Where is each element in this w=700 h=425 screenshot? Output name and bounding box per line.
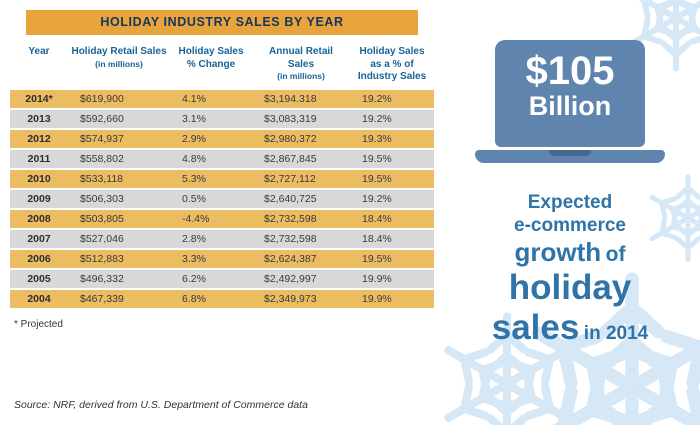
annual-retail-cell: $2,624,387: [252, 249, 350, 268]
callout-line-sales-in-2014: sales in 2014: [440, 307, 700, 347]
pct-change-cell: 6.8%: [170, 289, 252, 308]
column-header-holiday-retail-sales: Holiday Retail Sales (in millions): [71, 46, 167, 69]
pct-industry-cell: 19.5%: [350, 149, 434, 168]
table-header: Year Holiday Retail Sales (in millions) …: [10, 44, 434, 88]
year-cell: 2009: [10, 189, 68, 208]
pct-industry-cell: 19.9%: [350, 289, 434, 308]
pct-industry-cell: 19.5%: [350, 249, 434, 268]
annual-retail-cell: $2,349,973: [252, 289, 350, 308]
callout-word-growth: growth: [514, 237, 602, 268]
year-cell: 2004: [10, 289, 68, 308]
pct-change-cell: 4.8%: [170, 149, 252, 168]
annual-retail-cell: $3,083,319: [252, 109, 350, 128]
pct-industry-cell: 19.2%: [350, 109, 434, 128]
callout-word-in-2014: in 2014: [583, 322, 649, 344]
table-row: 2005 $496,332 6.2% $2,492,997 19.9%: [10, 269, 434, 288]
source-line: Source: NRF, derived from U.S. Departmen…: [14, 399, 308, 411]
holiday-retail-cell: $506,303: [68, 189, 170, 208]
year-cell: 2013: [10, 109, 68, 128]
annual-retail-cell: $2,492,997: [252, 269, 350, 288]
pct-change-cell: 3.1%: [170, 109, 252, 128]
callout-line-ecommerce: e-commerce: [514, 214, 626, 236]
table-row: 2004 $467,339 6.8% $2,349,973 19.9%: [10, 289, 434, 308]
annual-retail-cell: $2,640,725: [252, 189, 350, 208]
column-header-holiday-sales-pct-change: Holiday Sales % Change: [178, 46, 244, 70]
pct-industry-cell: 19.5%: [350, 169, 434, 188]
laptop-base: [475, 150, 665, 163]
annual-retail-cell: $2,727,112: [252, 169, 350, 188]
table-row: 2006 $512,883 3.3% $2,624,387 19.5%: [10, 249, 434, 268]
holiday-retail-cell: $592,660: [68, 109, 170, 128]
pct-change-cell: 3.3%: [170, 249, 252, 268]
callout-line-expected: Expected: [527, 192, 613, 213]
ecommerce-callout-panel: $105 Billion Expected e-commerce growth …: [440, 0, 700, 425]
annual-retail-cell: $2,867,845: [252, 149, 350, 168]
year-cell: 2008: [10, 209, 68, 228]
pct-industry-cell: 19.2%: [350, 89, 434, 108]
table-row: 2010 $533,118 5.3% $2,727,112 19.5%: [10, 169, 434, 188]
table-row: 2009 $506,303 0.5% $2,640,725 19.2%: [10, 189, 434, 208]
pct-industry-cell: 19.9%: [350, 269, 434, 288]
callout-word-sales: sales: [491, 307, 580, 347]
footnote-projected: * Projected: [14, 318, 63, 330]
year-cell: 2011: [10, 149, 68, 168]
annual-retail-cell: $2,732,598: [252, 229, 350, 248]
callout-word-of: of: [605, 243, 626, 267]
holiday-retail-cell: $533,118: [68, 169, 170, 188]
table-row: 2008 $503,805 -4.4% $2,732,598 18.4%: [10, 209, 434, 228]
year-cell: 2006: [10, 249, 68, 268]
holiday-retail-cell: $512,883: [68, 249, 170, 268]
pct-change-cell: 5.3%: [170, 169, 252, 188]
annual-retail-cell: $2,732,598: [252, 209, 350, 228]
year-cell: 2007: [10, 229, 68, 248]
callout-amount: $105: [525, 49, 615, 93]
pct-change-cell: 6.2%: [170, 269, 252, 288]
sales-table: Year Holiday Retail Sales (in millions) …: [10, 42, 434, 310]
holiday-retail-cell: $503,805: [68, 209, 170, 228]
holiday-retail-cell: $619,900: [68, 89, 170, 108]
sales-table-section: HOLIDAY INDUSTRY SALES BY YEAR Year Holi…: [10, 10, 434, 330]
pct-industry-cell: 18.4%: [350, 209, 434, 228]
pct-change-cell: 2.8%: [170, 229, 252, 248]
laptop-screen: $105 Billion: [495, 40, 645, 147]
year-cell: 2005: [10, 269, 68, 288]
holiday-retail-cell: $558,802: [68, 149, 170, 168]
table-row: 2012 $574,937 2.9% $2,980,372 19.3%: [10, 129, 434, 148]
callout-line-holiday: holiday: [508, 267, 632, 307]
year-cell: 2014*: [10, 89, 68, 108]
pct-change-cell: 4.1%: [170, 89, 252, 108]
column-header-annual-retail-sales: Annual Retail Sales (in millions): [269, 46, 333, 81]
holiday-retail-cell: $574,937: [68, 129, 170, 148]
pct-change-cell: 2.9%: [170, 129, 252, 148]
table-title: HOLIDAY INDUSTRY SALES BY YEAR: [26, 10, 418, 35]
table-row: 2011 $558,802 4.8% $2,867,845 19.5%: [10, 149, 434, 168]
table-row: 2014* $619,900 4.1% $3,194.318 19.2%: [10, 89, 434, 108]
pct-industry-cell: 19.3%: [350, 129, 434, 148]
annual-retail-cell: $2,980,372: [252, 129, 350, 148]
pct-change-cell: 0.5%: [170, 189, 252, 208]
column-header-year: Year: [28, 46, 50, 57]
holiday-retail-cell: $496,332: [68, 269, 170, 288]
pct-change-cell: -4.4%: [170, 209, 252, 228]
annual-retail-cell: $3,194.318: [252, 89, 350, 108]
laptop-icon: $105 Billion: [475, 40, 665, 163]
pct-industry-cell: 19.2%: [350, 189, 434, 208]
column-header-holiday-pct-of-industry: Holiday Sales as a % of Industry Sales: [357, 46, 427, 82]
year-cell: 2010: [10, 169, 68, 188]
pct-industry-cell: 18.4%: [350, 229, 434, 248]
callout-line-growth-of: growth of: [440, 238, 700, 267]
table-row: 2007 $527,046 2.8% $2,732,598 18.4%: [10, 229, 434, 248]
year-cell: 2012: [10, 129, 68, 148]
laptop-notch: [549, 150, 591, 156]
table-row: 2013 $592,660 3.1% $3,083,319 19.2%: [10, 109, 434, 128]
holiday-retail-cell: $467,339: [68, 289, 170, 308]
callout-unit: Billion: [528, 91, 612, 121]
callout-text: Expected e-commerce growth of holiday sa…: [440, 192, 700, 347]
sales-table-body: 2014* $619,900 4.1% $3,194.318 19.2% 2013 $592…: [10, 89, 434, 308]
holiday-retail-cell: $527,046: [68, 229, 170, 248]
